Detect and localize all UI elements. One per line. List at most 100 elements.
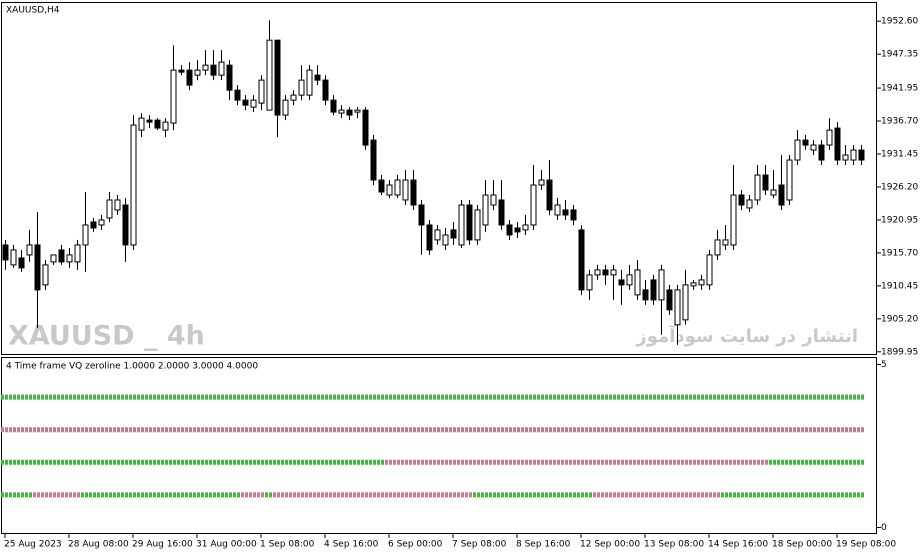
candle-body: [138, 117, 145, 131]
candle-body: [58, 249, 65, 263]
candle-body: [354, 109, 361, 113]
y-tick-label: 1899.95: [881, 347, 918, 357]
candle-body: [522, 224, 529, 231]
main-panel: [1, 2, 877, 355]
candle-body: [50, 254, 57, 263]
x-tick-label: 12 Sep 00:00: [580, 540, 640, 550]
y-tick-label: 1947.35: [881, 50, 918, 60]
candle-body: [242, 99, 249, 106]
watermark: XAUUSD _ 4h: [8, 321, 205, 352]
candle-body: [754, 174, 761, 201]
candle-body: [650, 279, 657, 301]
candle-body: [290, 94, 297, 101]
candle-body: [202, 64, 209, 71]
candle-body: [162, 121, 169, 131]
candle-body: [434, 229, 441, 241]
candle-body: [810, 144, 817, 151]
y-tick-label: 1931.45: [881, 150, 918, 160]
candle-body: [18, 257, 25, 269]
candle-body: [762, 174, 769, 191]
candle-body: [114, 199, 121, 211]
candle-body: [562, 209, 569, 216]
candle-body: [282, 99, 289, 116]
candle-body: [250, 99, 257, 108]
candle-body: [146, 119, 153, 123]
candle-body: [834, 127, 841, 161]
candle-body: [450, 229, 457, 239]
candle-body: [658, 269, 665, 301]
candle-body: [338, 109, 345, 114]
candle-body: [26, 244, 33, 256]
candle-body: [778, 184, 785, 206]
x-tick-label: 14 Sep 16:00: [708, 540, 768, 550]
candle-body: [378, 179, 385, 193]
candle-body: [322, 79, 329, 101]
candle-body: [690, 282, 697, 287]
candle-body: [786, 159, 793, 201]
candle-body: [642, 289, 649, 301]
x-tick-label: 1 Sep 08:00: [260, 540, 315, 550]
candle-body: [850, 149, 857, 161]
candle-body: [594, 269, 601, 276]
candle-body: [770, 189, 777, 196]
candle-body: [314, 74, 321, 81]
candle-body: [498, 199, 505, 226]
x-tick-label: 8 Sep 16:00: [516, 540, 571, 550]
candle-body: [362, 109, 369, 146]
candle-body: [802, 139, 809, 146]
x-tick-label: 13 Sep 08:00: [644, 540, 704, 550]
candle-body: [234, 89, 241, 101]
x-tick-label: 19 Sep 08:00: [836, 540, 896, 550]
candle-body: [474, 209, 481, 241]
candle-body: [442, 234, 449, 246]
y-tick-label: 5: [881, 360, 887, 370]
candle-body: [82, 224, 89, 246]
candle-body: [370, 139, 377, 181]
candle-body: [90, 221, 97, 229]
candle-body: [482, 194, 489, 226]
candle-body: [746, 199, 753, 209]
candle-body: [714, 239, 721, 256]
x-tick-label: 18 Sep 00:00: [772, 540, 832, 550]
candle-body: [218, 61, 225, 76]
candle-body: [386, 184, 393, 196]
candle-body: [402, 179, 409, 201]
candle-body: [570, 209, 577, 221]
candle-body: [258, 79, 265, 104]
y-tick-label: 1905.20: [881, 314, 918, 324]
candle-body: [682, 284, 689, 321]
candle-body: [674, 289, 681, 326]
candle-body: [266, 39, 273, 111]
candle-body: [458, 204, 465, 246]
candle-body: [506, 224, 513, 236]
candle-body: [298, 79, 305, 96]
candle-body: [170, 69, 177, 124]
candle-body: [346, 109, 353, 116]
y-tick-label: 1915.70: [881, 248, 918, 258]
candle-body: [634, 269, 641, 296]
x-tick-label: 4 Sep 16:00: [324, 540, 379, 550]
candle-body: [466, 204, 473, 241]
y-tick-label: 1926.20: [881, 182, 918, 192]
candle-body: [10, 249, 17, 266]
candle-body: [210, 64, 217, 76]
candle-body: [42, 264, 49, 286]
candle-body: [490, 194, 497, 206]
candle-body: [34, 244, 41, 291]
x-tick-label: 7 Sep 08:00: [452, 540, 507, 550]
candle-body: [66, 254, 73, 263]
candle-body: [418, 204, 425, 226]
candle-body: [546, 179, 553, 211]
candle-body: [306, 69, 313, 96]
candle-body: [106, 199, 113, 219]
watermark-site: انتشار در سایت سودآموز: [635, 324, 858, 347]
indicator-panel: [1, 357, 877, 534]
candle-body: [738, 194, 745, 206]
candle-body: [730, 194, 737, 246]
candle-body: [178, 69, 185, 73]
x-tick-label: 28 Aug 08:00: [68, 540, 129, 550]
candle-body: [2, 244, 9, 261]
candle-body: [122, 204, 129, 246]
indicator-title: 4 Time frame VQ zeroline 1.0000 2.0000 3…: [6, 362, 258, 372]
